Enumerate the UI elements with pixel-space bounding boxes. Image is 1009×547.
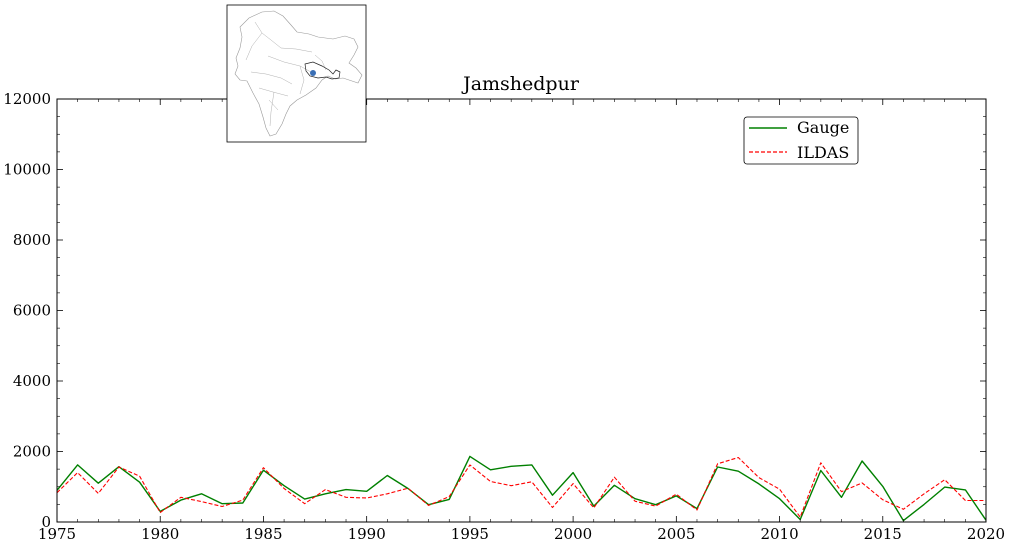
x-tick-label: 1975 bbox=[38, 525, 76, 543]
legend-label-gauge: Gauge bbox=[797, 118, 849, 137]
y-tick-label: 2000 bbox=[13, 443, 51, 461]
x-tick-label: 2010 bbox=[760, 525, 798, 543]
x-tick-label: 2000 bbox=[554, 525, 592, 543]
x-tick-label: 1995 bbox=[451, 525, 489, 543]
y-tick-label: 12000 bbox=[3, 90, 51, 108]
legend: Gauge ILDAS bbox=[743, 116, 859, 165]
legend-box bbox=[743, 116, 859, 165]
inset-map-highlight-region bbox=[304, 61, 341, 80]
inset-map-borders bbox=[245, 21, 327, 127]
y-tick-label: 4000 bbox=[13, 372, 51, 390]
x-tick-label: 1990 bbox=[348, 525, 386, 543]
x-tick-label: 1985 bbox=[244, 525, 282, 543]
inset-map-frame bbox=[226, 4, 367, 143]
ticks-layer: 1975 1980 1985 1990 1995 2000 2005 2010 2015 2020… bbox=[3, 90, 1005, 543]
inset-map-location-marker bbox=[310, 70, 316, 76]
y-tick-label: 0 bbox=[41, 513, 51, 531]
series-line-ildas bbox=[56, 456, 986, 518]
x-tick-label: 2005 bbox=[657, 525, 695, 543]
series-line-gauge bbox=[56, 455, 987, 522]
y-tick-label: 8000 bbox=[13, 231, 51, 249]
chart-title: Jamshedpur bbox=[461, 73, 580, 95]
y-tick-label: 10000 bbox=[3, 161, 51, 179]
legend-label-ildas: ILDAS bbox=[797, 143, 849, 162]
x-tick-label: 1980 bbox=[141, 525, 179, 543]
y-tick-label: 6000 bbox=[13, 302, 51, 320]
x-tick-label: 2015 bbox=[864, 525, 902, 543]
inset-map-outline bbox=[234, 10, 363, 137]
plot-frame bbox=[56, 98, 987, 523]
x-tick-label: 2020 bbox=[967, 525, 1005, 543]
inset-map bbox=[226, 4, 367, 143]
series-layer bbox=[56, 455, 987, 522]
